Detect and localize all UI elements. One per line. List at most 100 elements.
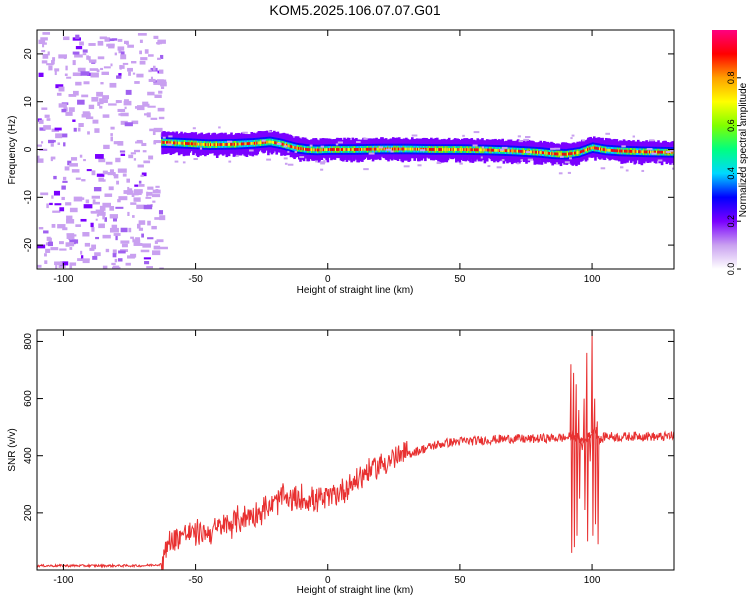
heatmap-noise-cell [147, 237, 154, 240]
heatmap-noise-cell [82, 259, 90, 264]
x-tick-label: 0 [325, 575, 331, 586]
heatmap-noise-cell [153, 127, 163, 133]
heatmap-speck [625, 169, 629, 172]
heatmap-noise-cell [97, 40, 104, 46]
heatmap-noise-cell [136, 139, 143, 143]
x-tick-label: -100 [53, 575, 73, 586]
heatmap-noise-cell [102, 265, 108, 269]
heatmap-noise-cell [117, 168, 127, 173]
heatmap-speck [403, 165, 410, 168]
heatmap-noise-cell [99, 36, 107, 40]
heatmap-noise-cell [112, 216, 117, 222]
heatmap-noise-cell [141, 172, 147, 177]
heatmap-noise-cell [154, 250, 158, 254]
heatmap-noise-cell [99, 205, 106, 211]
heatmap-speck [571, 134, 575, 137]
heatmap-speck [560, 155, 564, 158]
snr-plot-area [37, 330, 674, 570]
heatmap-noise-cell [90, 222, 94, 228]
heatmap-noise-cell [47, 51, 50, 56]
spectrogram-x-label: Height of straight line (km) [297, 285, 414, 296]
heatmap-noise-cell [47, 241, 53, 247]
heatmap-noise-cell [139, 60, 146, 65]
heatmap-noise-cell [41, 141, 44, 144]
heatmap-noise-cell [151, 225, 157, 230]
snr-frame [36, 329, 675, 571]
heatmap-noise-cell [115, 100, 122, 103]
heatmap-noise-cell [136, 223, 141, 229]
heatmap-noise-cell [61, 108, 67, 113]
heatmap-noise-cell [55, 265, 58, 269]
heatmap-noise-cell [158, 90, 163, 94]
heatmap-noise-cell [73, 196, 83, 202]
heatmap-noise-cell [85, 116, 94, 120]
heatmap-noise-cell [94, 128, 100, 133]
heatmap-noise-cell [156, 239, 164, 243]
heatmap-noise-cell [126, 178, 130, 183]
heatmap-noise-cell [72, 90, 79, 96]
heatmap-noise-cell [122, 173, 127, 177]
heatmap-noise-cell [131, 120, 139, 125]
heatmap-speck [564, 161, 570, 164]
heatmap-noise-cell [130, 202, 137, 205]
heatmap-noise-cell [59, 241, 64, 245]
heatmap-noise-cell [132, 215, 135, 218]
heatmap-noise-cell [38, 119, 44, 124]
heatmap-noise-cell [54, 203, 62, 206]
colorbar: 0.0 0.2 0.4 0.6 0.8 Normalized spectral ampl… [712, 30, 749, 275]
heatmap-speck [411, 134, 418, 137]
y-tick-label: -20 [23, 237, 34, 252]
colorbar-tick-label: 0.0 [726, 263, 736, 276]
heatmap-noise-cell [72, 51, 80, 55]
heatmap-speck [525, 151, 531, 154]
heatmap-noise-cell [143, 160, 151, 164]
heatmap-noise-cell [53, 190, 61, 196]
snr-x-label: Height of straight line (km) [297, 585, 414, 596]
heatmap-noise-cell [65, 202, 72, 206]
colorbar-tick-label: 0.6 [726, 119, 736, 132]
heatmap-noise-cell [152, 65, 156, 71]
heatmap-noise-cell [133, 239, 141, 245]
heatmap-noise-cell [127, 44, 134, 48]
heatmap-speck [480, 156, 483, 159]
heatmap-noise-cell [68, 94, 77, 97]
heatmap-noise-cell [71, 169, 80, 173]
heatmap-noise-cell [125, 89, 132, 95]
heatmap-noise-cell [146, 112, 151, 118]
heatmap-noise-cell [138, 180, 142, 184]
heatmap-noise-cell [118, 73, 122, 77]
heatmap-noise-cell [102, 202, 111, 208]
heatmap-speck [320, 162, 325, 165]
heatmap-speck [284, 162, 288, 165]
heatmap-noise-cell [115, 235, 118, 241]
heatmap-noise-cell [113, 141, 122, 145]
heatmap-speck [473, 131, 480, 134]
heatmap-noise-cell [145, 196, 152, 199]
heatmap-noise-cell [144, 113, 148, 116]
heatmap-noise-cell [136, 105, 145, 111]
x-tick-label: 50 [454, 575, 466, 586]
heatmap-noise-cell [134, 81, 140, 84]
heatmap-noise-cell [72, 119, 76, 122]
heatmap-noise-cell [131, 61, 137, 64]
heatmap-noise-cell [41, 60, 48, 64]
heatmap-noise-cell [69, 241, 75, 247]
heatmap-noise-cell [42, 53, 49, 59]
heatmap-noise-cell [107, 172, 116, 176]
x-tick-label: -100 [53, 274, 73, 285]
snr-y-axis: 200 400 600 800 [23, 333, 674, 521]
heatmap-speck [487, 165, 491, 168]
heatmap-noise-cell [124, 106, 127, 110]
heatmap-noise-cell [147, 105, 156, 108]
heatmap-noise-cell [92, 255, 98, 260]
heatmap-noise-cell [63, 54, 67, 60]
heatmap-noise-cell [40, 192, 49, 196]
heatmap-noise-cell [78, 197, 85, 200]
y-tick-label: 20 [23, 48, 34, 60]
heatmap-speck [337, 141, 343, 144]
heatmap-noise-cell [157, 107, 165, 112]
heatmap-noise-cell [39, 127, 46, 131]
heatmap-noise-cell [154, 240, 158, 244]
heatmap-speck [287, 163, 294, 166]
heatmap-noise-cell [148, 155, 154, 160]
